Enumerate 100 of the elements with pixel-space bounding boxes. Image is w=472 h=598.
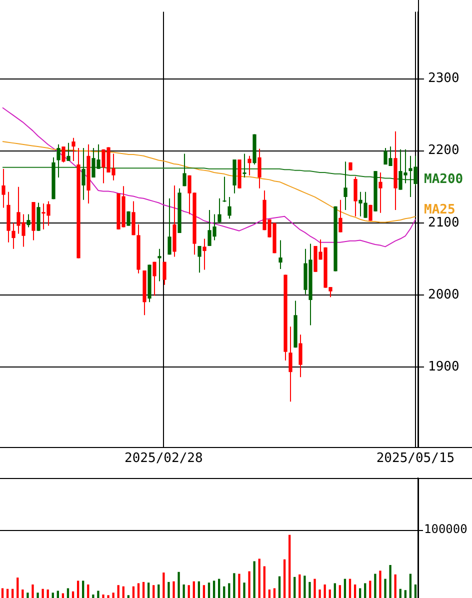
candlestick xyxy=(26,214,30,228)
candlestick xyxy=(132,200,136,236)
x-tick-label: 2025/02/28 xyxy=(124,451,203,466)
candlestick xyxy=(288,326,292,402)
candlestick xyxy=(222,176,226,203)
bar xyxy=(394,574,396,598)
bar xyxy=(112,592,114,598)
bar xyxy=(384,578,386,598)
bar xyxy=(168,582,170,598)
candlestick xyxy=(2,168,6,208)
bar xyxy=(324,584,326,598)
bar xyxy=(97,590,100,598)
candlestick xyxy=(82,147,86,200)
bar xyxy=(223,586,226,598)
candlestick xyxy=(12,222,16,250)
candlestick xyxy=(258,148,262,189)
bar xyxy=(308,582,311,598)
candlestick xyxy=(202,238,206,270)
candlestick xyxy=(278,240,282,270)
bar xyxy=(212,580,216,598)
bar xyxy=(137,583,140,598)
bar xyxy=(298,574,301,598)
bar xyxy=(294,576,296,598)
bar xyxy=(208,582,210,598)
bar xyxy=(32,584,34,598)
bar xyxy=(117,585,120,598)
bar xyxy=(354,584,356,598)
x-tick-label: 2025/05/15 xyxy=(376,451,455,466)
bar xyxy=(228,583,230,598)
bar xyxy=(102,594,104,598)
candlestick xyxy=(158,248,162,282)
bar xyxy=(238,574,240,598)
bar xyxy=(42,588,44,598)
bar xyxy=(248,571,250,598)
y-tick-label: 2200 xyxy=(428,143,460,158)
bar xyxy=(374,574,376,598)
bar xyxy=(399,588,402,598)
bar xyxy=(12,588,14,598)
bar xyxy=(87,584,90,598)
bar xyxy=(158,584,160,598)
bar xyxy=(344,578,346,598)
bar xyxy=(26,592,29,598)
bar xyxy=(107,595,110,598)
bar xyxy=(348,578,352,598)
bar xyxy=(253,561,256,598)
candlestick xyxy=(354,176,358,217)
bar xyxy=(369,580,372,598)
bar xyxy=(414,584,417,598)
candlestick xyxy=(56,144,60,178)
bar xyxy=(278,576,281,598)
candlestick xyxy=(344,161,348,210)
bar xyxy=(16,578,19,598)
bar xyxy=(46,590,49,598)
candlestick xyxy=(228,196,232,220)
bar xyxy=(304,576,306,598)
bar xyxy=(36,592,39,598)
bar xyxy=(258,558,260,598)
bar xyxy=(314,578,316,598)
bar xyxy=(132,586,135,598)
series-label: MA200 xyxy=(424,172,464,188)
bar xyxy=(409,574,412,598)
bar xyxy=(233,573,236,598)
candlestick xyxy=(36,202,40,232)
candlestick xyxy=(338,199,342,233)
bar xyxy=(172,581,175,598)
candlestick xyxy=(152,261,156,296)
bar xyxy=(334,583,336,598)
y-tick-label: 2100 xyxy=(428,215,460,230)
bar xyxy=(72,591,74,598)
bar xyxy=(6,588,9,598)
bar xyxy=(142,582,145,598)
candlestick xyxy=(248,155,252,176)
bar xyxy=(338,585,342,598)
bar xyxy=(147,582,150,598)
bar xyxy=(178,572,180,598)
candlestick xyxy=(72,137,76,162)
bar xyxy=(22,590,24,598)
bar xyxy=(192,581,195,598)
candlestick xyxy=(62,146,66,163)
bar xyxy=(202,585,206,598)
bar xyxy=(283,559,286,598)
bar xyxy=(364,583,366,598)
bar xyxy=(182,584,185,598)
bar xyxy=(127,595,130,598)
candlestick xyxy=(126,210,130,226)
bar xyxy=(162,572,165,598)
bar xyxy=(218,578,220,598)
bar xyxy=(243,582,246,598)
bar xyxy=(188,585,190,598)
bar xyxy=(122,586,124,598)
candlestick xyxy=(66,142,70,162)
bar xyxy=(52,592,54,598)
bar xyxy=(379,570,382,598)
candlestick xyxy=(298,334,302,378)
y-tick-label: 2300 xyxy=(428,71,460,86)
bar xyxy=(318,590,321,598)
bar xyxy=(1,588,4,598)
bar xyxy=(268,590,271,598)
bar xyxy=(404,590,406,598)
candlestick xyxy=(198,245,202,274)
